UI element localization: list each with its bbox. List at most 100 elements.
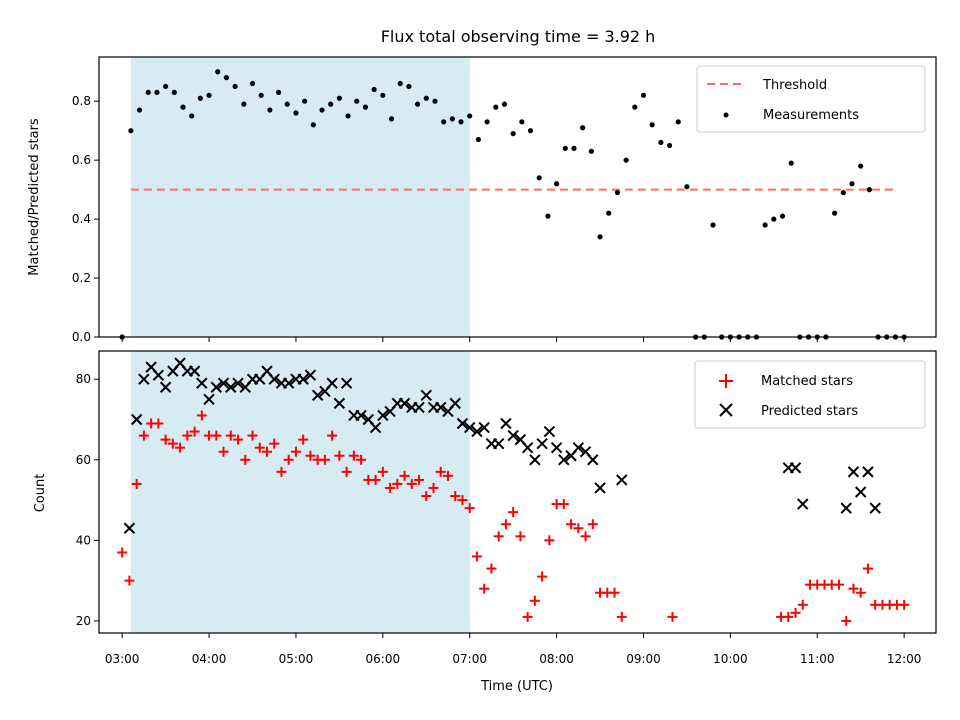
legend-measurements-label: Measurements [763, 108, 859, 123]
predicted-star-point [862, 466, 874, 478]
predicted-star-point [587, 454, 599, 466]
x-tick-label: 12:00 [887, 652, 922, 666]
predicted-star-point [558, 454, 570, 466]
predicted-star-point [572, 441, 585, 454]
measurement-point [258, 92, 264, 98]
matched-star-point [442, 470, 453, 481]
measurement-point [640, 92, 647, 98]
predicted-star-point [616, 474, 628, 486]
measurement-point [380, 92, 386, 98]
predicted-star-point [225, 381, 237, 393]
matched-star-point [211, 430, 222, 441]
measurement-point [553, 181, 560, 187]
measurement-point [675, 119, 681, 125]
bottom-y-axis-label: Count [33, 474, 48, 513]
matched-star-point [117, 547, 128, 558]
matched-star-point [377, 466, 388, 477]
predicted-star-point [282, 377, 295, 389]
top-shaded-region [130, 57, 470, 337]
measurement-point [293, 110, 299, 116]
predicted-star-point [847, 466, 860, 478]
matched-star-point [435, 466, 446, 477]
matched-star-point [167, 438, 178, 449]
measurement-point [206, 92, 212, 98]
measurement-point [449, 116, 455, 122]
predicted-star-point [789, 462, 802, 474]
predicted-star-point [398, 397, 411, 410]
measurement-point [614, 189, 621, 196]
measurement-point [302, 98, 308, 104]
x-tick-label: 08:00 [539, 652, 574, 666]
matched-star-point [160, 434, 171, 445]
predicted-star-point [521, 441, 534, 454]
predicted-star-point [304, 369, 317, 381]
measurement-point [267, 107, 273, 113]
matched-star-point [899, 599, 910, 610]
matched-star-point [138, 430, 149, 441]
bottom-shaded-region [130, 351, 470, 633]
matched-star-point [515, 531, 526, 542]
matched-star-point [587, 519, 598, 530]
predicted-star-point [536, 437, 548, 450]
measurement-point [241, 101, 247, 107]
measurement-point [710, 222, 716, 228]
predicted-stars-series [123, 357, 881, 534]
measurement-point [580, 125, 586, 131]
measurement-point [475, 136, 482, 143]
predicted-star-point [507, 429, 519, 442]
bottom-y-tick-label: 80 [76, 372, 91, 386]
matched-star-point [457, 495, 468, 506]
predicted-star-point [268, 373, 280, 385]
matched-star-point [334, 450, 345, 461]
predicted-star-point [203, 393, 215, 406]
predicted-star-point [456, 417, 469, 430]
matched-star-point [298, 434, 309, 445]
matched-star-point [305, 450, 316, 461]
legend-predicted-label: Predicted stars [761, 404, 858, 419]
measurement-point [771, 216, 777, 222]
measurement-point [189, 113, 195, 119]
matched-star-point [269, 438, 280, 449]
predicted-star-point [130, 413, 143, 426]
matched-star-point [414, 474, 425, 485]
predicted-star-point [355, 409, 367, 422]
predicted-star-point [232, 377, 244, 389]
measurement-point [649, 122, 655, 128]
matched-star-point [283, 454, 294, 465]
predicted-star-point [188, 365, 201, 377]
measurement-point [762, 222, 768, 228]
top-y-ticks: 0.0 0.2 0.4 0.6 0.8 [72, 94, 99, 344]
matched-star-point [522, 611, 533, 622]
predicted-star-point [464, 421, 476, 434]
measurement-point [180, 104, 186, 110]
measurement-point [249, 80, 256, 87]
matched-star-point [392, 478, 403, 489]
measurement-point [388, 116, 395, 122]
matched-star-point [175, 442, 186, 453]
top-x-ticks [121, 337, 905, 342]
bottom-y-tick-label: 60 [76, 453, 91, 467]
predicted-star-point [500, 417, 512, 430]
predicted-star-point [210, 381, 223, 393]
measurement-point [223, 75, 230, 81]
measurement-point [545, 213, 551, 219]
matched-star-point [529, 595, 540, 606]
x-axis-label: Time (UTC) [480, 679, 553, 694]
matched-star-point [667, 611, 678, 622]
matched-star-point [566, 519, 577, 530]
predicted-star-point [369, 421, 382, 434]
measurement-point [397, 80, 403, 87]
predicted-star-point [333, 397, 346, 410]
predicted-star-point [217, 377, 230, 389]
matched-star-point [471, 551, 482, 562]
measurement-point [519, 119, 525, 125]
measurement-point [849, 181, 855, 187]
measurement-point [145, 89, 151, 95]
matched-star-point [486, 563, 497, 574]
matched-star-point [276, 466, 287, 477]
x-tick-label: 04:00 [192, 652, 227, 666]
matched-star-point [580, 531, 591, 542]
measurement-point [310, 122, 316, 128]
measurement-point [362, 104, 369, 110]
